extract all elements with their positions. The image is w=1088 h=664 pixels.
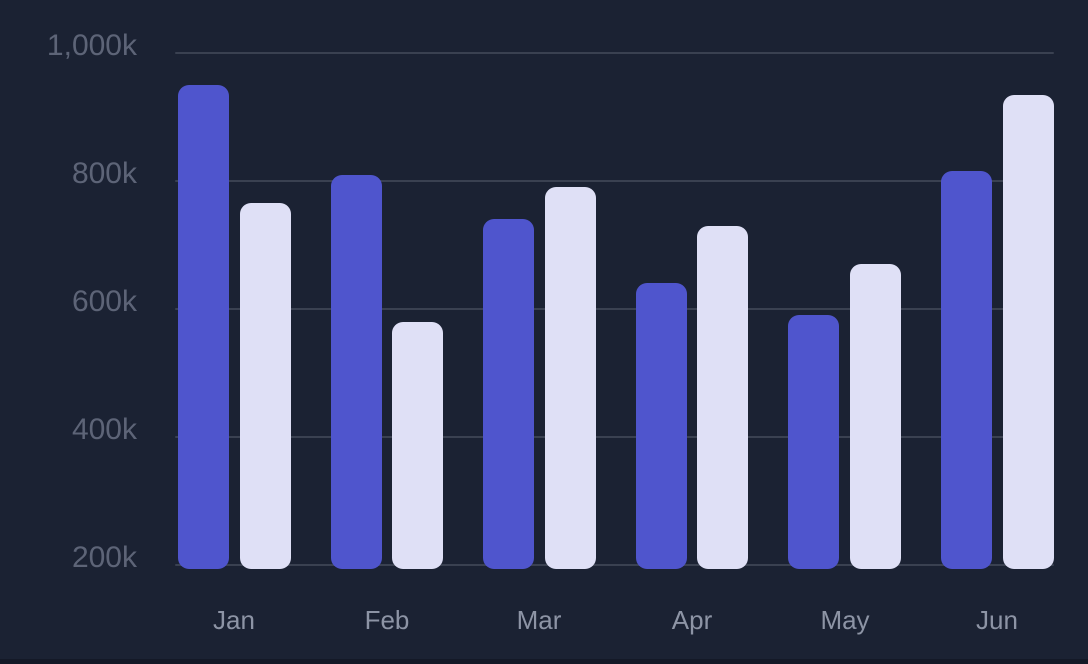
bar-jan-secondary: [240, 203, 291, 569]
bar-jun-secondary: [1003, 95, 1054, 569]
bar-apr-primary: [636, 283, 687, 569]
x-tick-label-feb: Feb: [364, 605, 410, 635]
bar-feb-primary: [331, 175, 382, 569]
bar-may-secondary: [850, 264, 901, 569]
bar-apr-secondary: [697, 226, 748, 569]
bottom-edge: [0, 659, 1088, 664]
x-tick-label-mar: Mar: [516, 605, 562, 635]
bar-jan-primary: [178, 85, 229, 569]
bar-may-primary: [788, 315, 839, 569]
gridline-1000k: [175, 52, 1054, 54]
gridline-400k: [175, 436, 1054, 438]
gridline-600k: [175, 308, 1054, 310]
x-tick-label-jun: Jun: [976, 605, 1018, 635]
bar-mar-primary: [483, 219, 534, 569]
y-tick-label-800k: 800k: [71, 157, 137, 190]
gridline-200k: [175, 564, 1054, 566]
y-tick-label-400k: 400k: [71, 413, 137, 446]
x-tick-label-apr: Apr: [671, 605, 713, 635]
x-tick-label-jan: Jan: [213, 605, 255, 635]
x-tick-label-may: May: [820, 605, 870, 635]
bar-mar-secondary: [545, 187, 596, 569]
y-tick-label-1000k: 1,000k: [46, 29, 137, 62]
gridline-800k: [175, 180, 1054, 182]
bar-jun-primary: [941, 171, 992, 569]
y-tick-label-200k: 200k: [71, 541, 137, 574]
bar-feb-secondary: [392, 322, 443, 569]
y-tick-label-600k: 600k: [71, 285, 137, 318]
